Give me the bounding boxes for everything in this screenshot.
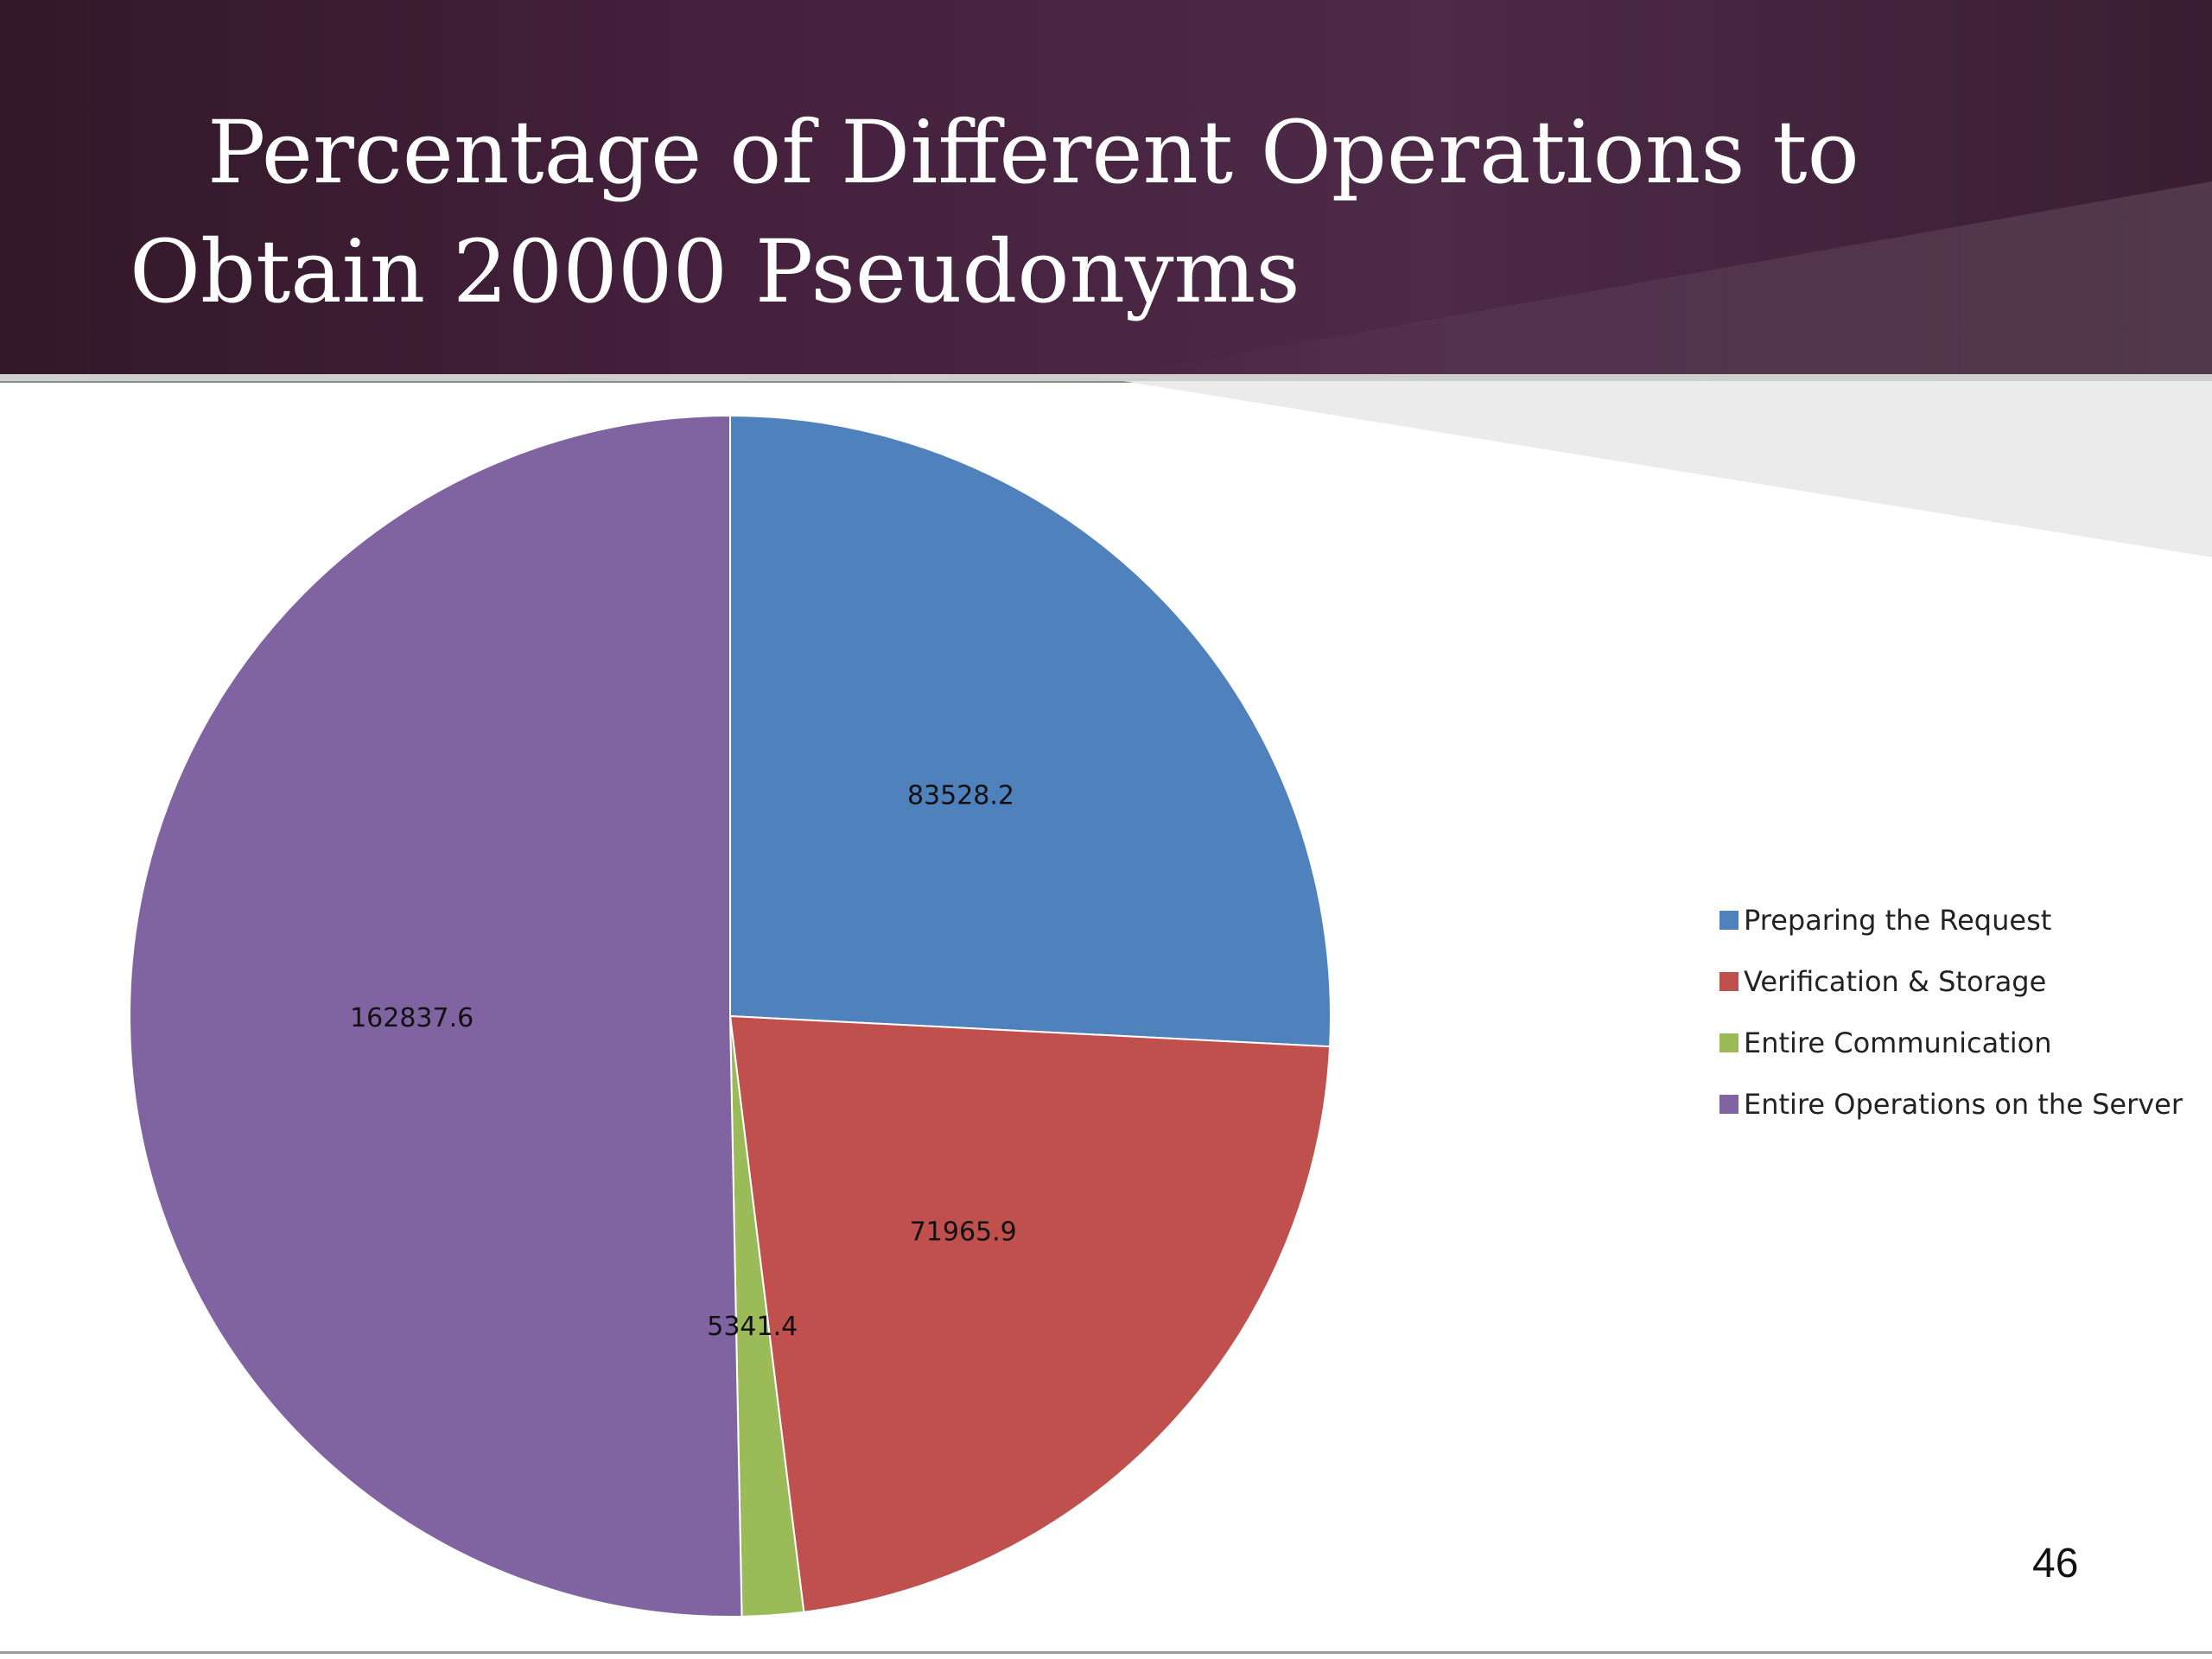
legend-item-entire-operations-on-the-server: Entire Operations on the Server (1719, 1087, 2183, 1121)
header-divider (0, 374, 2212, 383)
slide-header: Percentage of Different Operations to Ob… (0, 0, 2212, 374)
footer-divider (0, 1651, 2212, 1654)
legend-swatch (1719, 910, 1738, 930)
legend-item-preparing-the-request: Preparing the Request (1719, 903, 2183, 937)
pie-slices (129, 414, 1332, 1618)
decorative-wedge (1123, 381, 2212, 557)
legend-swatch (1719, 1094, 1738, 1114)
legend-item-verification-and-storage: Verification & Storage (1719, 964, 2183, 998)
data-label-entire-communication: 5341.4 (707, 1312, 798, 1342)
legend-item-entire-communication: Entire Communication (1719, 1026, 2183, 1059)
page-number: 46 (2032, 1541, 2079, 1586)
legend-swatch (1719, 1033, 1738, 1052)
data-label-verification-and-storage: 71965.9 (910, 1217, 1017, 1247)
pie-data-labels: 83528.2 71965.9 5341.4 162837.6 (350, 781, 1017, 1342)
legend-label: Entire Communication (1744, 1026, 2052, 1059)
legend-label: Entire Operations on the Server (1744, 1087, 2183, 1121)
legend-label: Preparing the Request (1744, 903, 2052, 937)
legend-swatch (1719, 971, 1738, 991)
header-sheen (1123, 181, 2212, 374)
legend-label: Verification & Storage (1744, 964, 2047, 998)
data-label-preparing-the-request: 83528.2 (907, 781, 1014, 811)
slide-title: Percentage of Different Operations to Ob… (130, 102, 1859, 322)
pie-slice-verification-and-storage (728, 1014, 1332, 1613)
pie-slice-preparing-the-request (729, 414, 1332, 1048)
chart-legend: Preparing the Request Verification & Stor… (1719, 903, 2183, 1150)
pie-slice-entire-operations-on-the-server (129, 414, 743, 1618)
data-label-entire-operations-on-the-server: 162837.6 (350, 1003, 474, 1033)
